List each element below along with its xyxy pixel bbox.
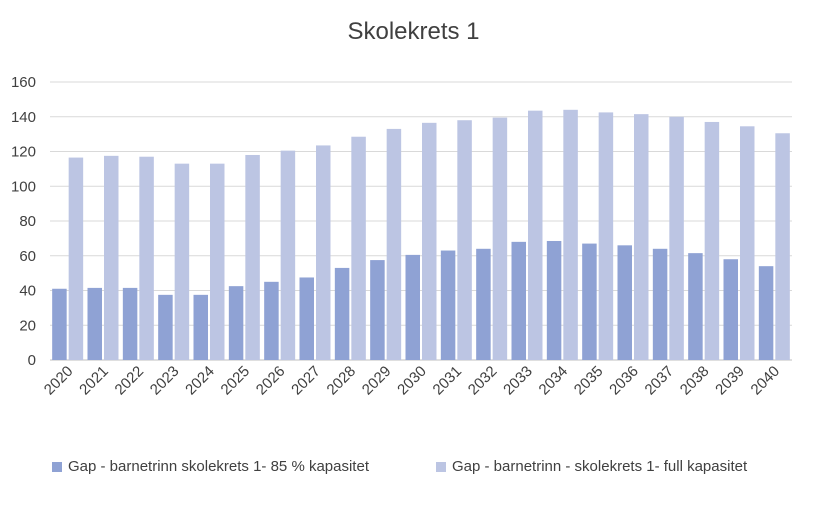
- bar-2-2022: [139, 156, 154, 360]
- x-tick-label: 2020: [41, 363, 77, 399]
- bar-2-2020: [68, 157, 84, 360]
- y-tick-label: 80: [19, 213, 36, 230]
- bar-2-2040: [775, 133, 790, 360]
- bar-2-2025: [245, 154, 260, 360]
- bar-2-2021: [104, 155, 119, 360]
- legend-item-series-1: Gap - barnetrinn skolekrets 1- 85 % kapa…: [52, 458, 369, 475]
- bar-2-2038: [704, 121, 720, 361]
- bar-2-2037: [669, 116, 684, 360]
- x-tick-label: 2028: [324, 363, 360, 399]
- y-tick-label: 20: [19, 317, 36, 334]
- bar-2-2027: [316, 145, 331, 360]
- bar-1-2028: [334, 267, 350, 360]
- legend-label-series-2: Gap - barnetrinn - skolekrets 1- full ka…: [452, 458, 748, 475]
- bar-1-2034: [546, 240, 562, 360]
- bar-2-2034: [563, 109, 578, 360]
- bar-2-2033: [528, 110, 543, 360]
- bar-2-2030: [422, 122, 437, 360]
- bar-2-2023: [174, 163, 190, 360]
- chart-title: Skolekrets 1: [347, 18, 480, 45]
- bar-1-2027: [299, 277, 314, 360]
- bar-2-2036: [634, 114, 649, 360]
- legend-item-series-2: Gap - barnetrinn - skolekrets 1- full ka…: [436, 458, 747, 475]
- x-tick-label: 2026: [253, 363, 289, 399]
- bar-2-2031: [457, 120, 472, 360]
- bar-1-2025: [228, 286, 244, 360]
- bar-2-2032: [492, 117, 508, 361]
- bar-1-2030: [405, 254, 420, 360]
- bar-1-2039: [723, 259, 738, 360]
- x-tick-label: 2034: [536, 363, 572, 399]
- x-tick-label: 2033: [500, 363, 536, 399]
- legend-swatch-series-2: [436, 461, 446, 472]
- bar-1-2022: [122, 287, 138, 360]
- y-tick-label: 160: [11, 74, 36, 91]
- bar-1-2031: [440, 250, 456, 360]
- y-tick-label: 120: [11, 144, 36, 161]
- bar-1-2026: [264, 281, 279, 360]
- bar-1-2029: [370, 260, 385, 360]
- bar-1-2038: [688, 253, 703, 360]
- bar-2-2026: [280, 150, 296, 360]
- bar-1-2033: [511, 241, 526, 360]
- x-tick-label: 2029: [359, 363, 395, 399]
- x-tick-label: 2032: [465, 363, 501, 399]
- bar-2-2024: [210, 163, 225, 360]
- x-tick-label: 2025: [218, 363, 254, 399]
- x-tick-label: 2040: [748, 363, 784, 399]
- bar-1-2021: [87, 287, 102, 360]
- bar-1-2035: [582, 243, 597, 360]
- bar-2-2028: [351, 136, 366, 360]
- bar-2-2029: [386, 128, 402, 360]
- bar-1-2020: [52, 288, 67, 360]
- y-tick-label: 100: [11, 178, 36, 195]
- x-tick-label: 2027: [288, 363, 324, 399]
- y-tick-label: 0: [28, 352, 36, 369]
- bar-1-2032: [476, 248, 491, 360]
- bar-1-2024: [193, 294, 208, 360]
- bar-1-2023: [158, 294, 173, 360]
- y-tick-label: 60: [19, 248, 36, 265]
- x-tick-label: 2035: [571, 363, 607, 399]
- bar-2-2039: [740, 126, 755, 361]
- x-tick-label: 2030: [394, 363, 430, 399]
- x-tick-label: 2039: [712, 363, 748, 399]
- x-tick-label: 2036: [606, 363, 642, 399]
- legend-swatch-series-1: [52, 461, 62, 472]
- x-tick-label: 2024: [182, 363, 218, 399]
- bar-1-2040: [758, 266, 774, 360]
- x-tick-label: 2031: [430, 363, 466, 399]
- y-tick-label: 40: [19, 283, 36, 300]
- bar-1-2036: [617, 245, 632, 360]
- bar-1-2037: [652, 248, 668, 360]
- x-tick-label: 2022: [112, 363, 148, 399]
- y-tick-label: 140: [11, 109, 36, 126]
- x-tick-label: 2038: [677, 363, 713, 399]
- x-tick-label: 2037: [642, 363, 678, 399]
- x-tick-label: 2023: [147, 363, 183, 399]
- bar-2-2035: [598, 112, 614, 360]
- x-tick-label: 2021: [76, 363, 112, 399]
- legend-label-series-1: Gap - barnetrinn skolekrets 1- 85 % kapa…: [68, 458, 369, 475]
